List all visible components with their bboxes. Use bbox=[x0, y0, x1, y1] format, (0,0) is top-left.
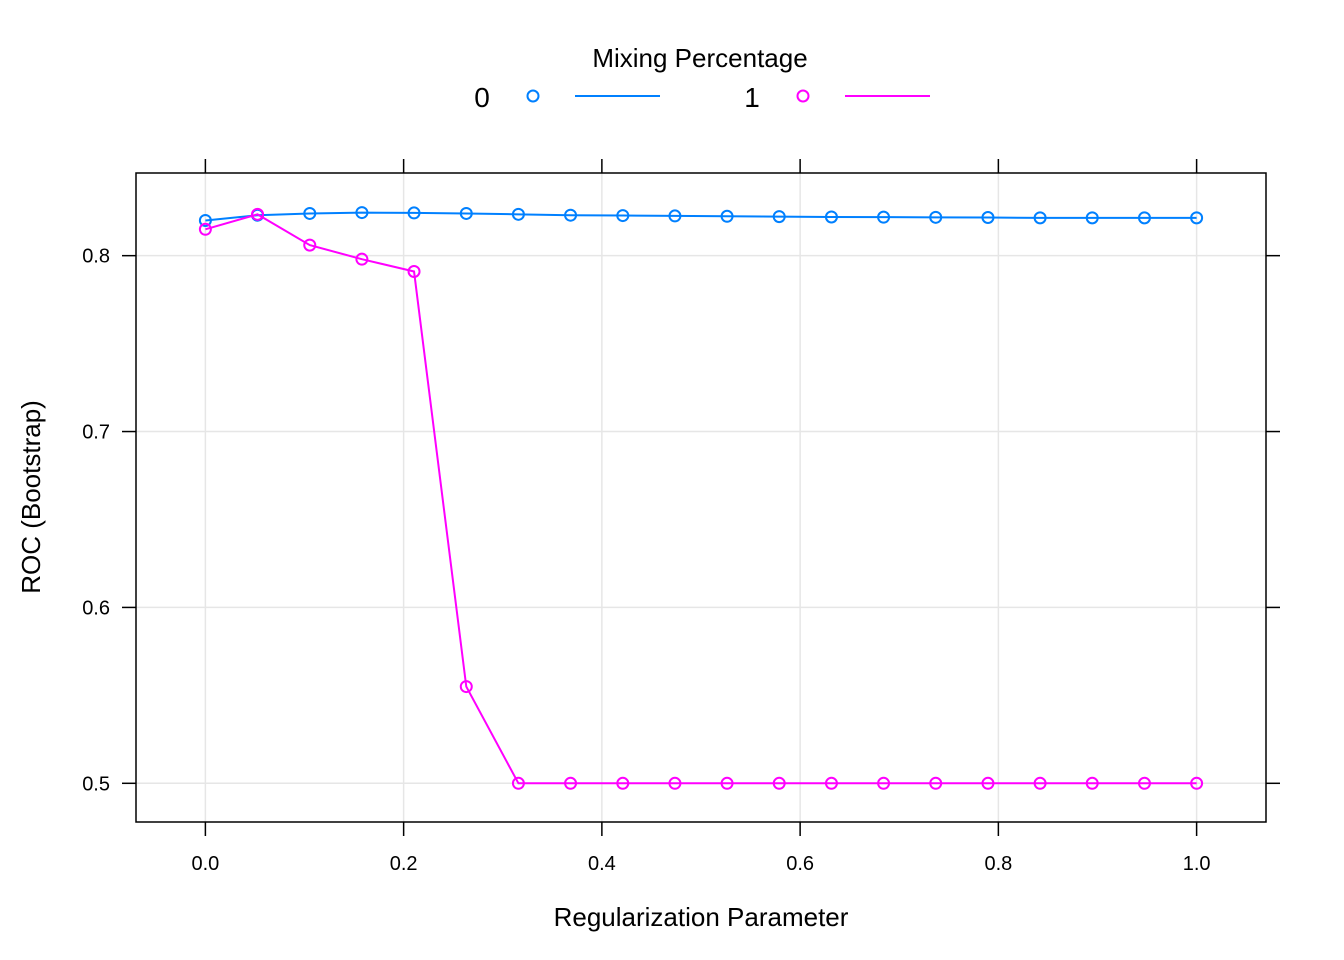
series-1-point-4 bbox=[407, 264, 421, 278]
series-1-point-5 bbox=[459, 680, 473, 694]
series-1-point-9 bbox=[668, 776, 682, 790]
series-0-point-2 bbox=[303, 206, 317, 220]
series-0-point-4 bbox=[407, 206, 421, 220]
legend-marker-1 bbox=[796, 89, 810, 103]
series-0-point-10 bbox=[720, 209, 734, 223]
legend: Mixing Percentage 0 1 bbox=[474, 43, 930, 113]
series-1-point-18 bbox=[1137, 776, 1151, 790]
series-1-point-7 bbox=[564, 776, 578, 790]
series-1-point-19 bbox=[1190, 776, 1204, 790]
legend-marker-0 bbox=[526, 89, 540, 103]
series-0-point-9 bbox=[668, 209, 682, 223]
axis-ticks: 0.0 0.2 0.4 0.6 0.8 1.0 0.5 0.6 0.7 0.8 bbox=[82, 159, 1280, 875]
series-0 bbox=[198, 206, 1204, 227]
series-1-point-10 bbox=[720, 776, 734, 790]
x-tick-label-5: 1.0 bbox=[1183, 853, 1211, 875]
series-0-point-14 bbox=[929, 210, 943, 224]
series-1-point-12 bbox=[824, 776, 838, 790]
legend-label-1: 1 bbox=[744, 82, 760, 113]
series-0-point-7 bbox=[564, 208, 578, 222]
plot-frame bbox=[135, 172, 1267, 823]
legend-entry-1: 1 bbox=[744, 82, 930, 113]
series-layer bbox=[198, 206, 1204, 790]
series-1 bbox=[198, 207, 1204, 790]
series-0-point-3 bbox=[355, 206, 369, 220]
series-1-point-2 bbox=[303, 238, 317, 252]
series-0-point-13 bbox=[877, 210, 891, 224]
series-1-point-14 bbox=[929, 776, 943, 790]
series-1-point-11 bbox=[772, 776, 786, 790]
x-tick-label-4: 0.8 bbox=[984, 853, 1012, 875]
legend-entry-0: 0 bbox=[474, 82, 660, 113]
series-line-0 bbox=[205, 211, 1197, 222]
series-1-point-6 bbox=[511, 776, 525, 790]
series-1-point-1 bbox=[251, 207, 265, 221]
series-1-point-17 bbox=[1085, 776, 1099, 790]
y-tick-label-1: 0.6 bbox=[82, 597, 110, 619]
series-0-point-12 bbox=[824, 210, 838, 224]
series-0-point-6 bbox=[511, 207, 525, 221]
series-0-point-18 bbox=[1137, 211, 1151, 225]
y-tick-label-2: 0.7 bbox=[82, 422, 110, 444]
x-axis-label: Regularization Parameter bbox=[554, 902, 849, 932]
series-0-point-8 bbox=[616, 209, 630, 223]
series-1-point-0 bbox=[198, 222, 212, 236]
x-tick-label-2: 0.4 bbox=[588, 853, 616, 875]
x-tick-label-1: 0.2 bbox=[390, 853, 418, 875]
series-0-point-17 bbox=[1085, 211, 1099, 225]
x-tick-label-3: 0.6 bbox=[786, 853, 814, 875]
series-1-point-8 bbox=[616, 776, 630, 790]
legend-title: Mixing Percentage bbox=[592, 43, 807, 73]
series-line-1 bbox=[205, 213, 1197, 785]
series-1-point-13 bbox=[877, 776, 891, 790]
series-0-point-0 bbox=[198, 213, 212, 227]
series-1-point-3 bbox=[355, 252, 369, 266]
y-tick-label-3: 0.8 bbox=[82, 246, 110, 268]
x-tick-label-0: 0.0 bbox=[191, 853, 219, 875]
series-0-point-11 bbox=[772, 210, 786, 224]
series-1-point-16 bbox=[1033, 776, 1047, 790]
series-0-point-15 bbox=[981, 210, 995, 224]
grid bbox=[136, 173, 1266, 822]
y-axis-label: ROC (Bootstrap) bbox=[16, 400, 46, 594]
series-0-point-16 bbox=[1033, 211, 1047, 225]
y-tick-label-0: 0.5 bbox=[82, 773, 110, 795]
legend-label-0: 0 bbox=[474, 82, 490, 113]
series-1-point-15 bbox=[981, 776, 995, 790]
series-0-point-5 bbox=[459, 206, 473, 220]
series-0-point-19 bbox=[1190, 211, 1204, 225]
